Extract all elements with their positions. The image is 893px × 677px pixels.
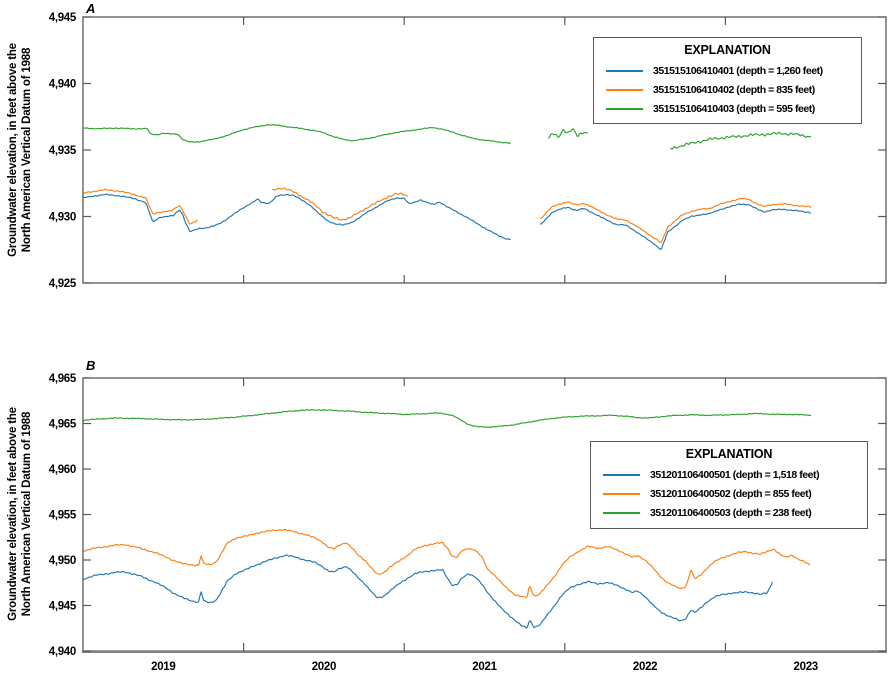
series-line-351515106410402 [271,187,408,221]
x-year-label: 2022 [633,661,657,673]
y-axis-title-panel-b: Groundwater elevation, in feet above the… [7,407,33,621]
y-tick-label: 4,965 [49,373,77,385]
legend-panel-a: EXPLANATION 351515106410401 (depth = 1,2… [593,37,862,124]
y-tick-label: 4,940 [49,79,76,91]
y-tick-label: 4,955 [49,510,77,522]
series-group-A [83,124,812,250]
legend-title: EXPLANATION [684,43,771,57]
series-line-351515106410403 [670,131,812,150]
series-line-351201106400503 [83,409,812,429]
y-tick-label: 4,945 [49,601,77,613]
panel-label-b: B [86,358,96,373]
y-tick-label: 4,935 [49,145,77,157]
x-year-label: 2019 [151,661,175,673]
series-line-351515106410402 [540,197,812,243]
legend-entry-label: 351201106400501 (depth = 1,518 feet) [650,468,820,481]
legend-panel-b: EXPLANATION 351201106400501 (depth = 1,5… [590,441,868,529]
y-axis-title-panel-a: Groundwater elevation, in feet above the… [7,43,33,257]
legend-line-swatch-blue [603,473,640,476]
series-line-351515106410401 [540,203,812,250]
legend-title: EXPLANATION [685,447,773,461]
y-tick-label: 4,930 [49,212,76,224]
legend-line-swatch-green [606,107,643,110]
legend-entry-label: 351201106400502 (depth = 855 feet) [650,487,812,500]
panel-label-a: A [86,1,96,16]
y-tick-label: 4,960 [49,464,76,476]
series-line-351515106410401 [83,193,511,241]
legend-entry: 351515106410401 (depth = 1,260 feet) [594,61,861,80]
series-line-351515106410402 [83,188,198,225]
series-line-351515106410403 [83,124,511,144]
legend-line-swatch-blue [606,69,643,72]
legend-entry-label: 351515106410402 (depth = 835 feet) [653,83,815,96]
legend-entry-label: 351201106400503 (depth = 238 feet) [650,506,812,519]
legend-entry: 351201106400502 (depth = 855 feet) [591,484,867,503]
y-tick-label: 4,945 [49,12,77,24]
legend-line-swatch-orange [606,88,643,91]
series-line-351201106400501 [83,554,773,629]
series-line-351515106410403 [548,128,588,139]
legend-line-swatch-orange [603,492,640,495]
y-tick-label: 4,950 [49,555,76,567]
legend-entry: 351201106400501 (depth = 1,518 feet) [591,465,867,484]
y-tick-label: 4,940 [49,646,76,658]
legend-entry-label: 351515106410401 (depth = 1,260 feet) [653,64,823,77]
x-year-label: 2023 [794,661,818,673]
legend-entry: 351515106410403 (depth = 595 feet) [594,99,861,118]
series-line-351201106400502 [83,528,811,599]
y-tick-label: 4,965 [49,419,77,431]
y-tick-label: 4,925 [49,278,77,290]
x-year-label: 2021 [472,661,497,673]
series-group-B [83,409,812,629]
legend-line-swatch-green [603,511,640,514]
legend-entry: 351515106410402 (depth = 835 feet) [594,80,861,99]
legend-entry-label: 351515106410403 (depth = 595 feet) [653,102,815,115]
x-year-label: 2020 [312,661,336,673]
legend-entry: 351201106400503 (depth = 238 feet) [591,503,867,522]
